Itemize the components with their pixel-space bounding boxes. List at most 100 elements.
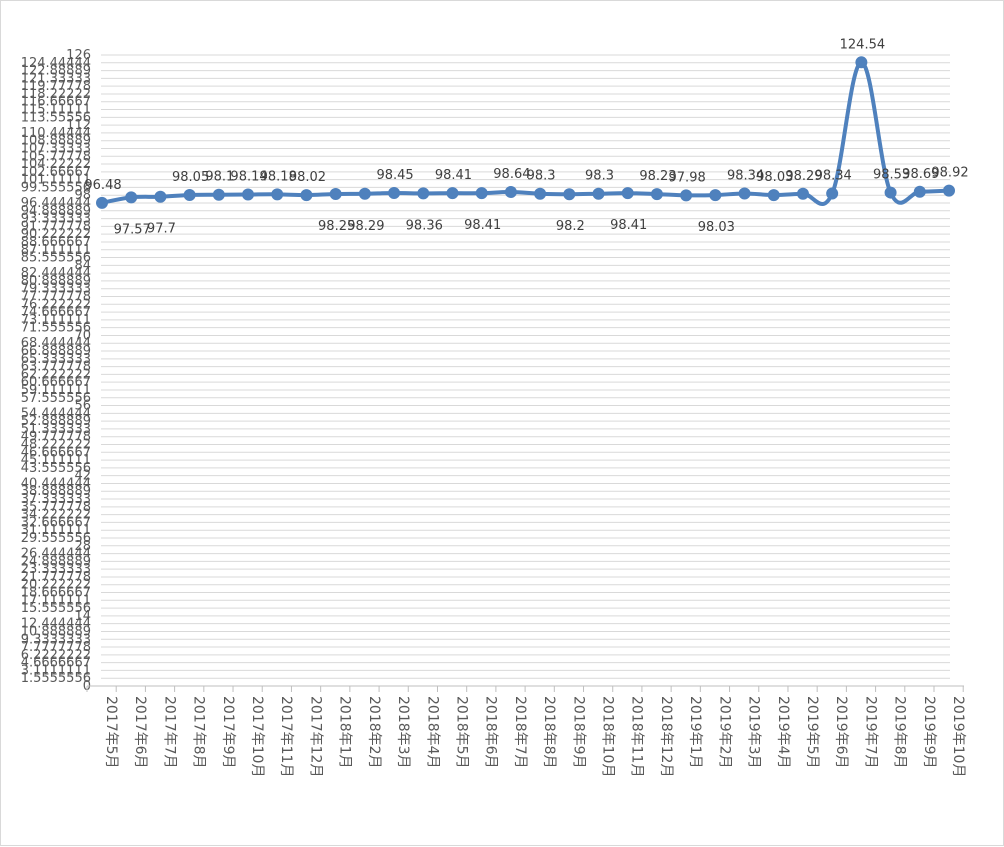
data-point bbox=[534, 187, 547, 200]
data-label: 98.41 bbox=[464, 218, 501, 233]
data-label: 98.34 bbox=[815, 169, 852, 184]
y-tick-label: 88.666667 bbox=[21, 235, 91, 250]
y-tick-label: 35.777778 bbox=[21, 500, 91, 515]
data-label: 98.69 bbox=[902, 167, 939, 182]
data-label: 98.03 bbox=[756, 170, 793, 185]
y-tick-label: 68.444444 bbox=[21, 336, 91, 351]
x-tick-label: 2019年6月 bbox=[833, 696, 849, 769]
y-tick-label: 24.888889 bbox=[21, 554, 91, 569]
data-point bbox=[796, 187, 809, 200]
y-tick-label: 43.555556 bbox=[21, 461, 91, 476]
y-tick-label: 108.88889 bbox=[21, 134, 91, 149]
y-tick-label: 110.44444 bbox=[21, 126, 91, 141]
data-point bbox=[855, 56, 868, 69]
y-tick-label: 7.7777778 bbox=[21, 640, 91, 655]
data-label: 98.41 bbox=[435, 168, 472, 183]
y-tick-label: 18.666667 bbox=[21, 586, 91, 601]
y-tick-label: 70 bbox=[74, 328, 91, 343]
x-tick-label: 2019年4月 bbox=[775, 696, 791, 769]
x-axis bbox=[86, 685, 964, 692]
y-tick-label: 57.555556 bbox=[21, 391, 91, 406]
y-tick-label: 91.777778 bbox=[21, 219, 91, 234]
x-tick-label: 2018年11月 bbox=[629, 696, 645, 777]
y-tick-label: 66.888889 bbox=[21, 344, 91, 359]
y-tick-label: 32.666667 bbox=[21, 515, 91, 530]
x-tick-label: 2018年6月 bbox=[483, 696, 499, 769]
x-tick-label: 2017年5月 bbox=[103, 696, 119, 769]
data-label: 96.48 bbox=[84, 178, 121, 193]
data-point bbox=[329, 187, 342, 200]
gridlines bbox=[101, 54, 950, 679]
y-tick-label: 113.55556 bbox=[21, 110, 91, 125]
data-point bbox=[417, 187, 430, 200]
data-point bbox=[125, 191, 138, 204]
y-tick-label: 37.333333 bbox=[21, 492, 91, 507]
x-tick-label: 2019年9月 bbox=[921, 696, 937, 769]
data-point bbox=[271, 188, 284, 201]
y-tick-label: 54.444444 bbox=[21, 406, 91, 421]
y-tick-label: 42 bbox=[74, 469, 91, 484]
y-tick-label: 71.555556 bbox=[21, 321, 91, 336]
y-axis-tick-labels: 01.55555563.11111114.66666676.22222227.7… bbox=[21, 48, 91, 694]
data-label: 98.25 bbox=[318, 219, 355, 234]
data-point bbox=[767, 189, 780, 202]
data-point bbox=[475, 187, 488, 200]
data-point bbox=[183, 188, 196, 201]
data-point bbox=[242, 188, 255, 201]
data-point bbox=[446, 187, 459, 200]
data-label: 98.3 bbox=[585, 169, 614, 184]
x-tick-label: 2018年5月 bbox=[453, 696, 469, 769]
data-label: 98.18 bbox=[260, 169, 297, 184]
y-tick-label: 12.444444 bbox=[21, 617, 91, 632]
data-point bbox=[650, 188, 663, 201]
x-axis-tick-labels: 2017年5月 2017年6月 2017年7月 2017年8月 2017年9月 2017年… bbox=[103, 696, 966, 777]
y-tick-label: 119.77778 bbox=[21, 79, 91, 94]
data-label: 124.54 bbox=[840, 37, 886, 52]
data-point bbox=[738, 187, 751, 200]
y-tick-label: 17.111111 bbox=[21, 593, 91, 608]
data-point bbox=[96, 196, 108, 209]
y-tick-label: 51.333333 bbox=[21, 422, 91, 437]
y-tick-label: 126 bbox=[66, 48, 91, 63]
y-tick-label: 21.777778 bbox=[21, 570, 91, 585]
data-point bbox=[826, 187, 839, 200]
data-label: 98.23 bbox=[639, 169, 676, 184]
data-point bbox=[154, 190, 167, 203]
y-tick-label: 14 bbox=[74, 609, 91, 624]
y-tick-label: 28 bbox=[74, 539, 91, 554]
x-tick-label: 2017年9月 bbox=[220, 696, 236, 769]
data-point bbox=[913, 185, 926, 198]
data-point bbox=[212, 188, 225, 201]
y-tick-label: 73.111111 bbox=[21, 313, 91, 328]
y-tick-label: 26.444444 bbox=[21, 547, 91, 562]
data-point bbox=[709, 189, 722, 202]
x-tick-label: 2019年1月 bbox=[687, 696, 703, 769]
y-tick-label: 102.66667 bbox=[21, 165, 91, 180]
data-point bbox=[504, 186, 517, 199]
y-tick-label: 9.3333333 bbox=[21, 632, 91, 647]
data-point bbox=[943, 184, 955, 197]
data-point bbox=[388, 186, 401, 199]
y-tick-label: 48.222222 bbox=[21, 438, 91, 453]
y-tick-label: 34.222222 bbox=[21, 508, 91, 523]
y-tick-label: 82.444444 bbox=[21, 266, 91, 281]
data-label: 97.98 bbox=[669, 170, 706, 185]
data-label: 98.1 bbox=[205, 170, 234, 185]
data-point bbox=[300, 189, 313, 202]
y-tick-label: 3.1111111 bbox=[21, 663, 91, 678]
y-tick-label: 77.777778 bbox=[21, 289, 91, 304]
data-label: 98.41 bbox=[610, 218, 647, 233]
y-tick-label: 94.888889 bbox=[21, 204, 91, 219]
y-tick-label: 63.777778 bbox=[21, 360, 91, 375]
x-tick-label: 2017年8月 bbox=[191, 696, 207, 769]
y-tick-label: 107.33333 bbox=[21, 141, 91, 156]
y-tick-label: 29.555556 bbox=[21, 531, 91, 546]
y-tick-label: 23.333333 bbox=[21, 562, 91, 577]
y-tick-label: 122.88889 bbox=[21, 64, 91, 79]
y-tick-label: 4.6666667 bbox=[21, 656, 91, 671]
data-label: 98.2 bbox=[556, 219, 585, 234]
data-label: 98.34 bbox=[727, 169, 764, 184]
y-tick-label: 10.888889 bbox=[21, 624, 91, 639]
data-label: 98.05 bbox=[172, 170, 209, 185]
